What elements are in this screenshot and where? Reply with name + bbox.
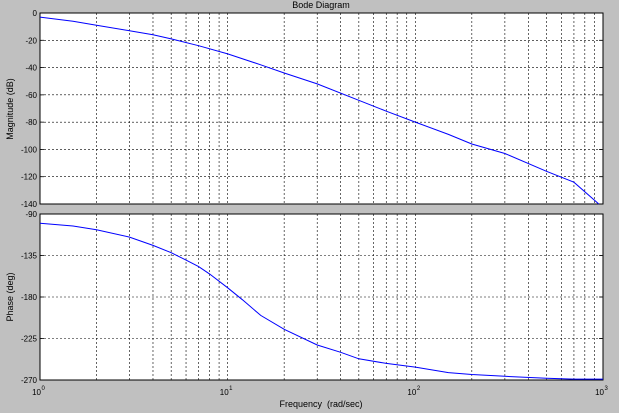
magnitude-series xyxy=(39,16,600,205)
x-tick-label: 10 xyxy=(407,388,416,397)
magnitude-y-ticks: 0 -20 -40 -60 -80 -100 -120 -140 xyxy=(21,9,603,209)
magnitude-panel: 0 -20 -40 -60 -80 -100 -120 -140 Magnitude (dB) xyxy=(5,9,604,209)
x-tick-label: 10 xyxy=(32,388,41,397)
y-tick-label: -270 xyxy=(21,376,38,385)
series-line xyxy=(39,16,600,205)
series-line xyxy=(39,222,603,380)
y-tick-label: -60 xyxy=(25,91,37,100)
x-tick-label-exponent: 0 xyxy=(42,386,46,392)
y-tick-label: -225 xyxy=(21,335,38,344)
phase-y-axis-label: Phase (deg) xyxy=(5,272,15,321)
x-tick-label: 10 xyxy=(595,388,604,397)
y-tick-label: -80 xyxy=(25,118,37,127)
magnitude-plot-area xyxy=(39,12,604,205)
y-tick-label: -140 xyxy=(21,200,38,209)
magnitude-grid xyxy=(40,13,603,204)
chart-title: Bode Diagram xyxy=(292,0,350,10)
y-tick-label: -90 xyxy=(25,210,37,219)
phase-panel: -90-135-180-225-270 10 0 10 1 10 2 10 3 Phase (… xyxy=(5,210,609,397)
phase-y-ticks: -90 -135 -180 -225 -270 xyxy=(21,210,603,385)
frequency-x-ticks: 10 0 10 1 10 2 10 3 xyxy=(32,386,608,397)
x-axis-label: Frequency (rad/sec) xyxy=(279,399,362,409)
x-tick-label: 10 xyxy=(220,388,229,397)
magnitude-y-axis-label: Magnitude (dB) xyxy=(5,78,15,140)
x-tick-label-exponent: 2 xyxy=(417,386,421,392)
x-tick-label-exponent: 3 xyxy=(605,386,609,392)
y-tick-label: -120 xyxy=(21,173,38,182)
y-tick-label: -180 xyxy=(21,293,38,302)
y-tick-label: -20 xyxy=(25,36,37,45)
y-tick-label: -100 xyxy=(21,145,38,154)
phase-grid xyxy=(40,214,603,380)
x-tick-label-exponent: 1 xyxy=(229,386,233,392)
y-tick-label: -135 xyxy=(21,252,38,261)
y-tick-label: -40 xyxy=(25,64,37,73)
y-tick-label: 0 xyxy=(33,9,38,18)
phase-series xyxy=(39,222,603,380)
